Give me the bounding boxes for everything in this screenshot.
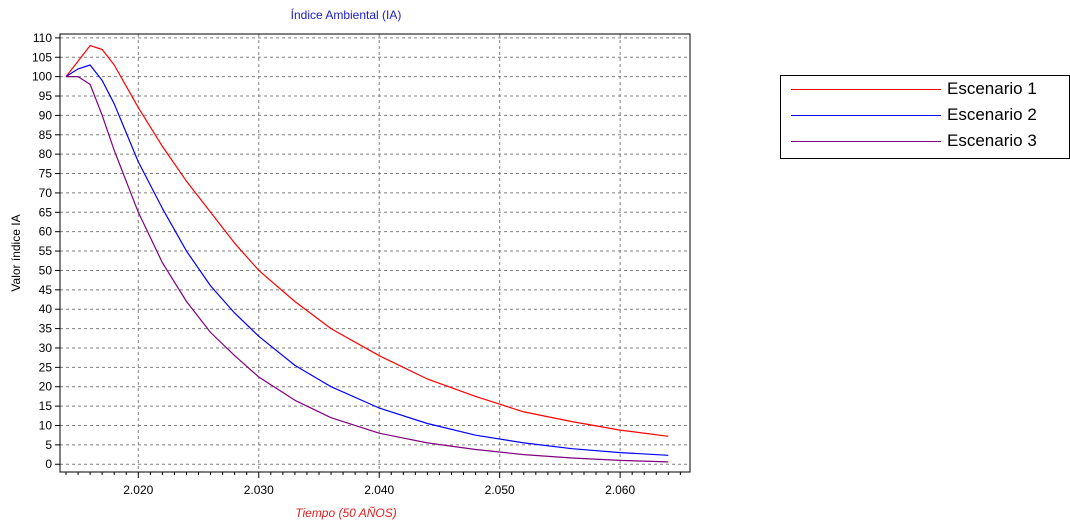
x-axis-label: Tiempo (50 AÑOS) <box>295 506 396 520</box>
x-tick-label: 2.020 <box>123 483 153 497</box>
y-axis-label: Valor índice IA <box>9 214 23 291</box>
y-tick-label: 45 <box>39 283 53 297</box>
legend: Escenario 1 Escenario 2 Escenario 3 <box>780 75 1070 159</box>
y-tick-label: 65 <box>39 205 53 219</box>
series-line-escenario-2 <box>65 64 669 456</box>
y-tick-label: 55 <box>39 244 53 258</box>
y-tick-label: 85 <box>39 128 53 142</box>
axes <box>59 33 691 473</box>
y-tick-label: 40 <box>39 302 53 316</box>
x-tick-label: 2.050 <box>485 483 515 497</box>
y-tick-label: 90 <box>39 108 53 122</box>
legend-item-escenario-3: Escenario 3 <box>781 130 1069 154</box>
series-lines <box>65 44 669 463</box>
legend-label: Escenario 3 <box>947 131 1037 150</box>
legend-item-escenario-2: Escenario 2 <box>781 104 1069 128</box>
x-tick-label: 2.060 <box>605 483 635 497</box>
y-tick-label: 5 <box>45 438 52 452</box>
x-tick-label: 2.030 <box>244 483 274 497</box>
y-tick-label: 50 <box>39 263 53 277</box>
y-tick-label: 70 <box>39 186 53 200</box>
x-tick-label: 2.040 <box>364 483 394 497</box>
y-tick-label: 95 <box>39 89 53 103</box>
series-line-escenario-1 <box>65 44 669 437</box>
y-tick-label: 75 <box>39 167 53 181</box>
legend-swatch <box>791 89 941 90</box>
y-tick-label: 80 <box>39 147 53 161</box>
y-tick-label: 100 <box>32 70 52 84</box>
y-tick-label: 105 <box>32 50 52 64</box>
series-line-escenario-3 <box>66 75 669 463</box>
y-tick-label: 25 <box>39 360 53 374</box>
legend-label: Escenario 1 <box>947 79 1037 98</box>
y-tick-label: 30 <box>39 341 53 355</box>
y-tick-label: 110 <box>33 31 52 45</box>
chart-title: Índice Ambiental (IA) <box>291 7 402 22</box>
y-tick-label: 60 <box>39 225 53 239</box>
y-tick-label: 20 <box>39 380 53 394</box>
x-axis-ticks: 2.020 2.030 2.040 2.050 2.060 <box>65 472 681 497</box>
legend-swatch <box>791 115 941 116</box>
y-tick-label: 10 <box>39 418 53 432</box>
legend-item-escenario-1: Escenario 1 <box>781 78 1069 102</box>
legend-swatch <box>791 141 941 142</box>
y-tick-label: 35 <box>39 322 53 336</box>
legend-label: Escenario 2 <box>947 105 1037 124</box>
y-tick-label: 15 <box>39 399 53 413</box>
y-axis-ticks: 0 5 10 15 20 25 30 35 40 45 50 55 60 65 70 75 80 85 90 95 10… <box>32 31 60 471</box>
plot-frame <box>59 33 691 473</box>
y-tick-label: 0 <box>45 457 52 471</box>
